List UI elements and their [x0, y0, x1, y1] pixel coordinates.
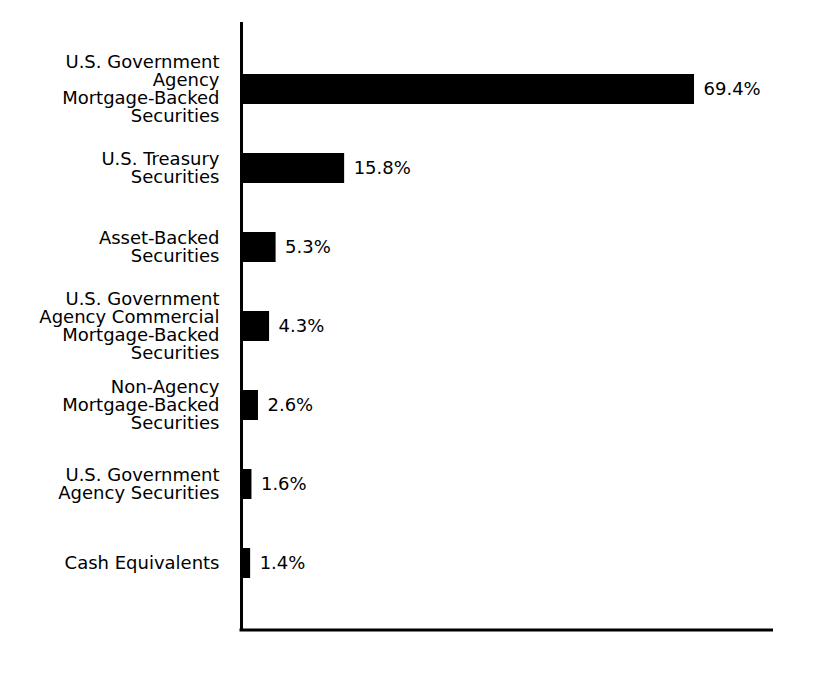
svg-text:Asset-BackedSecurities: Asset-BackedSecurities: [99, 227, 220, 266]
svg-text:15.8%: 15.8%: [354, 157, 411, 178]
svg-text:1.6%: 1.6%: [261, 473, 307, 494]
svg-text:U.S. GovernmentAgencyMortgage-: U.S. GovernmentAgencyMortgage-BackedSecu…: [62, 51, 220, 126]
svg-text:Non-AgencyMortgage-BackedSecur: Non-AgencyMortgage-BackedSecurities: [62, 376, 220, 433]
svg-text:U.S. GovernmentAgency Securiti: U.S. GovernmentAgency Securities: [58, 464, 219, 503]
svg-text:2.6%: 2.6%: [267, 394, 313, 415]
svg-text:U.S. GovernmentAgency Commerci: U.S. GovernmentAgency CommercialMortgage…: [39, 288, 219, 363]
svg-text:69.4%: 69.4%: [704, 78, 761, 99]
svg-text:Cash Equivalents: Cash Equivalents: [65, 552, 220, 573]
svg-text:U.S. TreasurySecurities: U.S. TreasurySecurities: [101, 148, 219, 187]
svg-text:5.3%: 5.3%: [285, 236, 331, 257]
svg-text:1.4%: 1.4%: [260, 552, 306, 573]
svg-text:4.3%: 4.3%: [279, 315, 325, 336]
